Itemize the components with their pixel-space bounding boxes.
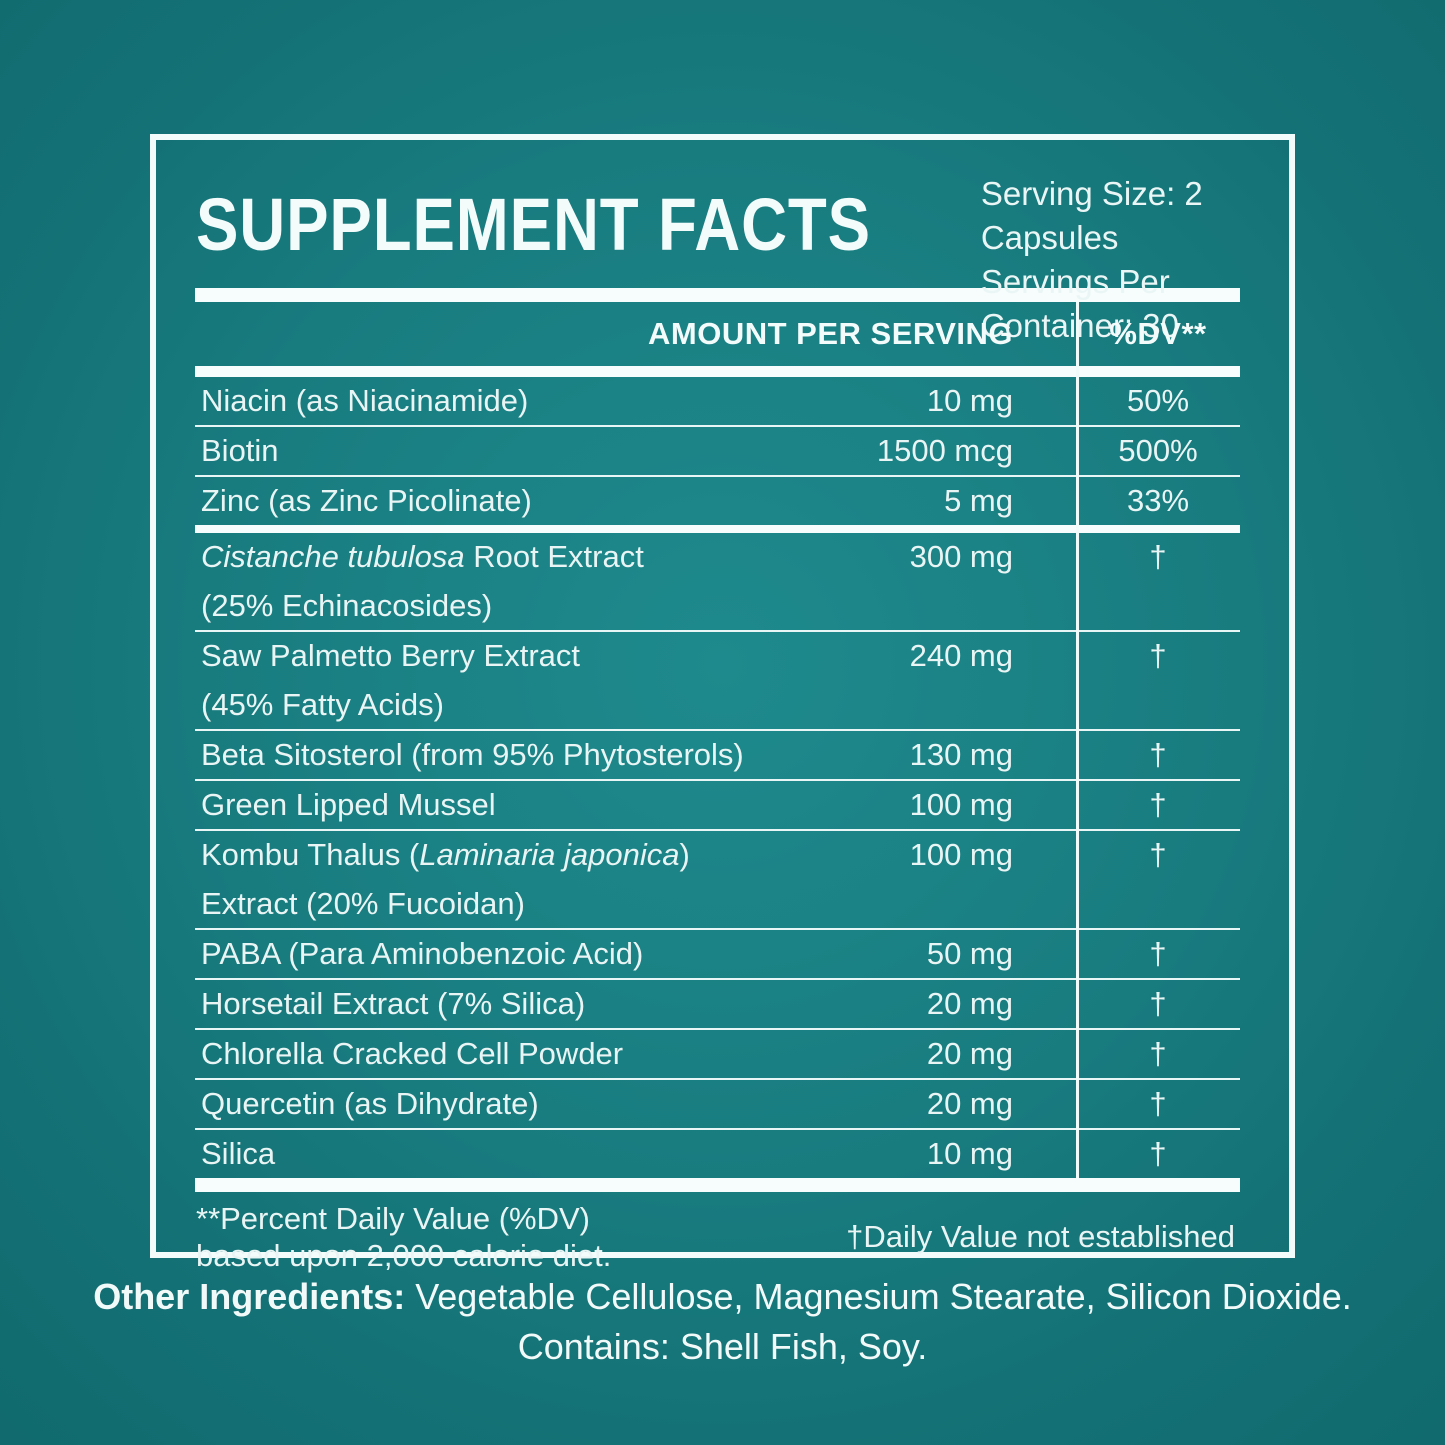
serving-info: Serving Size: 2 Capsules Servings Per Co…	[981, 172, 1243, 348]
table-row: Cistanche tubulosa Root Extract (25% Ech…	[195, 533, 1240, 630]
page-title: SUPPLEMENT FACTS	[196, 183, 871, 266]
amount-value: 100 mg	[909, 787, 1013, 822]
dv-value: †	[1149, 936, 1167, 971]
table-row: Horsetail Extract (7% Silica) 20 mg †	[195, 978, 1240, 1028]
table-row: Kombu Thalus (Laminaria japonica) Extrac…	[195, 829, 1240, 928]
amount-per-serving-header: AMOUNT PER SERVING	[648, 316, 1013, 351]
dv-header: %DV**	[1109, 316, 1207, 351]
table-row: Niacin (as Niacinamide) 10 mg 50%	[195, 377, 1240, 425]
table-row: Beta Sitosterol (from 95% Phytosterols) …	[195, 729, 1240, 779]
table-row: Zinc (as Zinc Picolinate) 5 mg 33%	[195, 475, 1240, 525]
other-ingredients-label: Other Ingredients:	[93, 1276, 406, 1317]
ingredient-name: Silica	[201, 1136, 276, 1171]
vitamins-section: Niacin (as Niacinamide) 10 mg 50% Biotin	[195, 377, 1240, 525]
ingredient-name: Niacin (as Niacinamide)	[201, 383, 529, 418]
contains-note: Contains: Shell Fish, Soy.	[517, 1326, 928, 1367]
amount-value: 20 mg	[926, 1086, 1013, 1121]
ingredient-name: Quercetin (as Dihydrate)	[201, 1086, 539, 1121]
table-row: Chlorella Cracked Cell Powder 20 mg †	[195, 1028, 1240, 1078]
supplement-facts-panel: SUPPLEMENT FACTS Serving Size: 2 Capsule…	[150, 134, 1295, 1273]
amount-value: 50 mg	[926, 936, 1013, 971]
facts-table: AMOUNT PER SERVING %DV** Niacin (as Niac…	[195, 288, 1240, 1192]
bottom-divider-bar	[195, 1178, 1240, 1192]
amount-value: 20 mg	[926, 986, 1013, 1021]
dv-value: 33%	[1126, 483, 1190, 518]
dv-value: †	[1149, 1136, 1167, 1171]
servings-per-container: Servings Per Container: 30	[980, 263, 1179, 344]
amount-value: 100 mg	[909, 837, 1013, 872]
top-divider-bar	[195, 288, 1240, 302]
ingredient-name: PABA (Para Aminobenzoic Acid)	[201, 936, 644, 971]
amount-value: 130 mg	[909, 737, 1013, 772]
dv-value: †	[1149, 737, 1167, 772]
ingredient-name: Kombu Thalus (Laminaria japonica) Extrac…	[201, 837, 690, 921]
ingredient-name: Cistanche tubulosa Root Extract (25% Ech…	[201, 539, 644, 623]
other-ingredients: Other Ingredients: Vegetable Cellulose, …	[0, 1272, 1445, 1372]
ingredient-name: Beta Sitosterol (from 95% Phytosterols)	[201, 737, 744, 772]
ingredient-name: Saw Palmetto Berry Extract (45% Fatty Ac…	[201, 638, 581, 722]
amount-value: 300 mg	[909, 539, 1013, 574]
table-row: PABA (Para Aminobenzoic Acid) 50 mg †	[195, 928, 1240, 978]
daily-value-footnote: †Daily Value not established	[846, 1219, 1235, 1254]
column-divider	[1076, 302, 1079, 1178]
header-divider-bar	[195, 366, 1240, 377]
footnotes: **Percent Daily Value (%DV) based upon 2…	[156, 1192, 1289, 1274]
amount-value: 20 mg	[926, 1036, 1013, 1071]
facts-table-body: AMOUNT PER SERVING %DV** Niacin (as Niac…	[195, 302, 1240, 1178]
dv-value: †	[1149, 837, 1167, 872]
table-row: Quercetin (as Dihydrate) 20 mg †	[195, 1078, 1240, 1128]
percent-dv-footnote: **Percent Daily Value (%DV) based upon 2…	[196, 1201, 612, 1273]
ingredient-name: Green Lipped Mussel	[201, 787, 496, 822]
dv-value: †	[1149, 1086, 1167, 1121]
other-ingredients-text: Vegetable Cellulose, Magnesium Stearate,…	[415, 1276, 1352, 1317]
dv-value: †	[1149, 638, 1167, 673]
table-row: Saw Palmetto Berry Extract (45% Fatty Ac…	[195, 630, 1240, 729]
amount-value: 5 mg	[944, 483, 1013, 518]
dv-value: †	[1149, 986, 1167, 1021]
serving-size: Serving Size: 2 Capsules	[980, 175, 1203, 256]
ingredient-name: Zinc (as Zinc Picolinate)	[201, 483, 532, 518]
ingredient-name: Chlorella Cracked Cell Powder	[201, 1036, 624, 1071]
dv-value: †	[1149, 787, 1167, 822]
ingredient-name: Horsetail Extract (7% Silica)	[201, 986, 586, 1021]
amount-value: 10 mg	[926, 1136, 1013, 1171]
table-row: Silica 10 mg †	[195, 1128, 1240, 1178]
dv-value: †	[1149, 539, 1167, 574]
table-row: Biotin 1500 mcg 500%	[195, 425, 1240, 475]
dv-value: 500%	[1118, 433, 1198, 468]
amount-value: 240 mg	[909, 638, 1013, 673]
table-row: Green Lipped Mussel 100 mg †	[195, 779, 1240, 829]
dv-value: †	[1149, 1036, 1167, 1071]
botanicals-section: Cistanche tubulosa Root Extract (25% Ech…	[195, 533, 1240, 1178]
amount-value: 1500 mcg	[876, 433, 1013, 468]
table-header-row: AMOUNT PER SERVING %DV**	[195, 302, 1240, 366]
amount-value: 10 mg	[926, 383, 1013, 418]
section-divider-bar	[195, 525, 1240, 533]
panel-header: SUPPLEMENT FACTS Serving Size: 2 Capsule…	[156, 140, 1289, 344]
ingredient-name: Biotin	[201, 433, 279, 468]
dv-value: 50%	[1126, 383, 1190, 418]
